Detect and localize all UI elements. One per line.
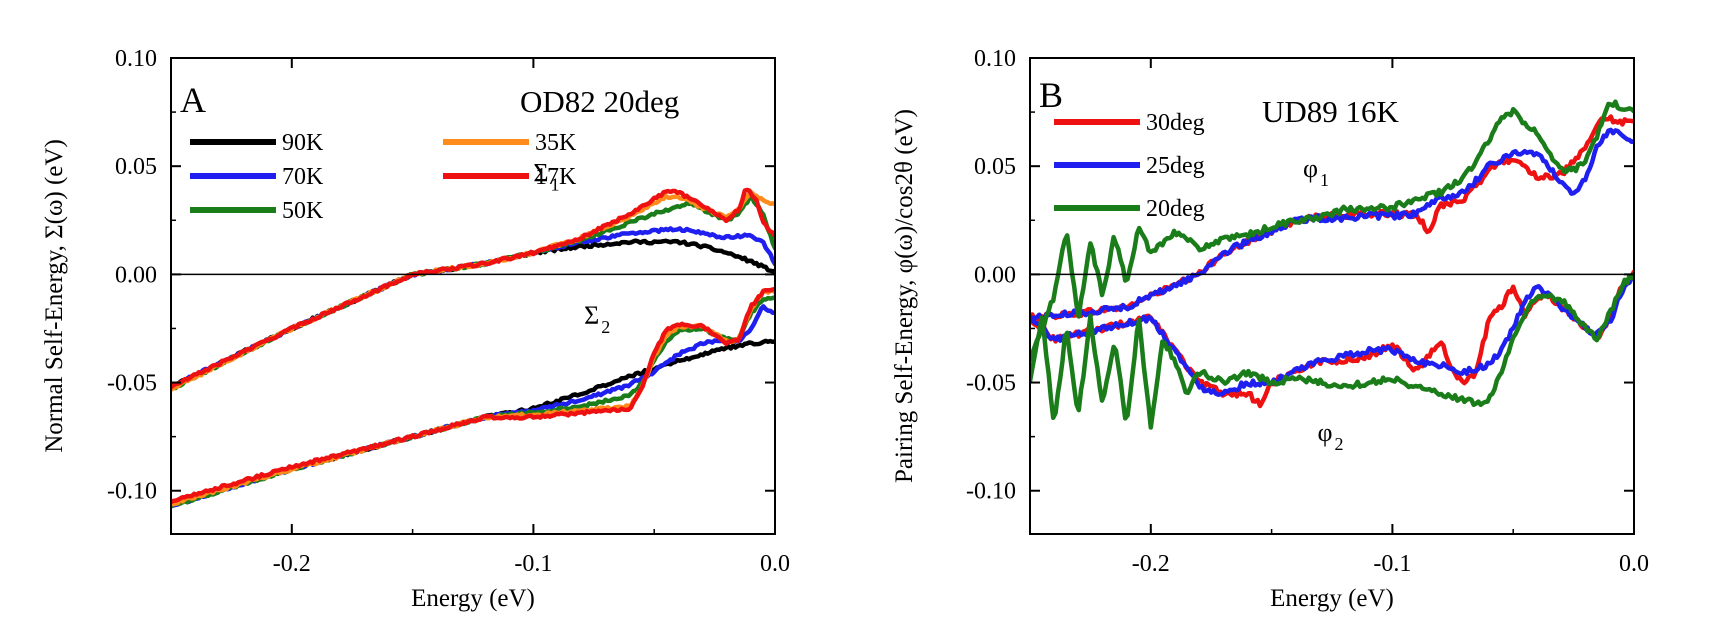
panel-a-y-tick-label: 0.05 — [115, 154, 157, 180]
panel-b-y-axis-label: Pairing Self-Energy, φ(ω)/cos2θ (eV) — [891, 109, 918, 483]
panel-a-letter: A — [180, 80, 206, 120]
panel-a-series-70k-upper — [171, 226, 775, 390]
panel-b-y-tick-label: 0.10 — [974, 46, 1016, 72]
panel-a-y-axis-label: Normal Self-Energy, Σ(ω) (eV) — [41, 139, 68, 453]
panel-a-series-17k-lower — [171, 286, 775, 505]
panel-a-y-tick-label: -0.10 — [107, 479, 157, 505]
panel-b-series-25deg-lower — [1030, 273, 1634, 397]
panel-b-y-tick-label: -0.05 — [966, 371, 1016, 397]
panel-a-title: OD82 20deg — [520, 84, 679, 119]
panel-a-series-17k-upper — [171, 187, 775, 390]
panel-b-y-tick-label: -0.10 — [966, 479, 1016, 505]
panel-b-axes-frame — [1029, 57, 1635, 535]
panel-b-legend-label-25deg: 25deg — [1146, 153, 1205, 179]
panel-a-legend-label-70k: 70K — [282, 164, 324, 190]
panel-b-y-tick-label: 0.05 — [974, 154, 1016, 180]
panel-b-legend: 30deg 25deg 20deg — [1054, 110, 1205, 222]
panel-a-legend-label-17k: 17K — [535, 164, 577, 190]
panel-b-x-tick-label: -0.2 — [1132, 551, 1170, 577]
panel-b-x-axis-label: Energy (eV) — [1270, 585, 1394, 612]
panel-a-y-tick-label: -0.05 — [107, 371, 157, 397]
panel-a-y-tick-label: 0.00 — [115, 262, 157, 288]
panel-a-x-tick-label: -0.2 — [273, 551, 311, 577]
panel-b-legend-label-20deg: 20deg — [1146, 196, 1205, 222]
panel-a-chart: -0.2 -0.1 0.0 0.10 0.05 0.00 -0.05 -0.10 A OD82… — [41, 46, 790, 612]
panel-b-x-tick-label: 0.0 — [1619, 551, 1649, 577]
panel-a-legend-label-90k: 90K — [282, 130, 324, 156]
panel-a-legend: 90K 70K 50K 35K 17K — [190, 130, 577, 224]
panel-b-x-tick-label: -0.1 — [1373, 551, 1411, 577]
panel-b-series-20deg-upper — [1030, 99, 1634, 363]
panel-b-y-tick-label: 0.00 — [974, 262, 1016, 288]
panel-a-x-axis-label: Energy (eV) — [411, 585, 535, 612]
panel-a-annotation-sub-1: 1 — [551, 174, 560, 194]
panel-a-x-tick-label: 0.0 — [760, 551, 790, 577]
panel-b-annotation-sub-1: 1 — [1320, 170, 1329, 190]
panel-a-x-tick-label: -0.1 — [514, 551, 552, 577]
panel-a-y-tick-label: 0.10 — [115, 46, 157, 72]
panel-b-title: UD89 16K — [1262, 94, 1400, 129]
panel-a-axes-frame — [170, 57, 776, 535]
panel-b-legend-label-30deg: 30deg — [1146, 110, 1205, 136]
panel-a-legend-label-35k: 35K — [535, 130, 577, 156]
panel-a-legend-label-50k: 50K — [282, 198, 324, 224]
panel-b-series-20deg-lower — [1030, 272, 1634, 430]
panel-a-annotation-sub-2: 2 — [601, 317, 610, 337]
panel-b-annotation-sub-2: 2 — [1335, 434, 1344, 454]
panel-b-series-25deg-upper — [1030, 127, 1634, 322]
panel-b-letter: B — [1039, 75, 1063, 115]
panel-b-chart: -0.2 -0.1 0.0 0.10 0.05 0.00 -0.05 -0.10 B UD89… — [891, 46, 1649, 612]
